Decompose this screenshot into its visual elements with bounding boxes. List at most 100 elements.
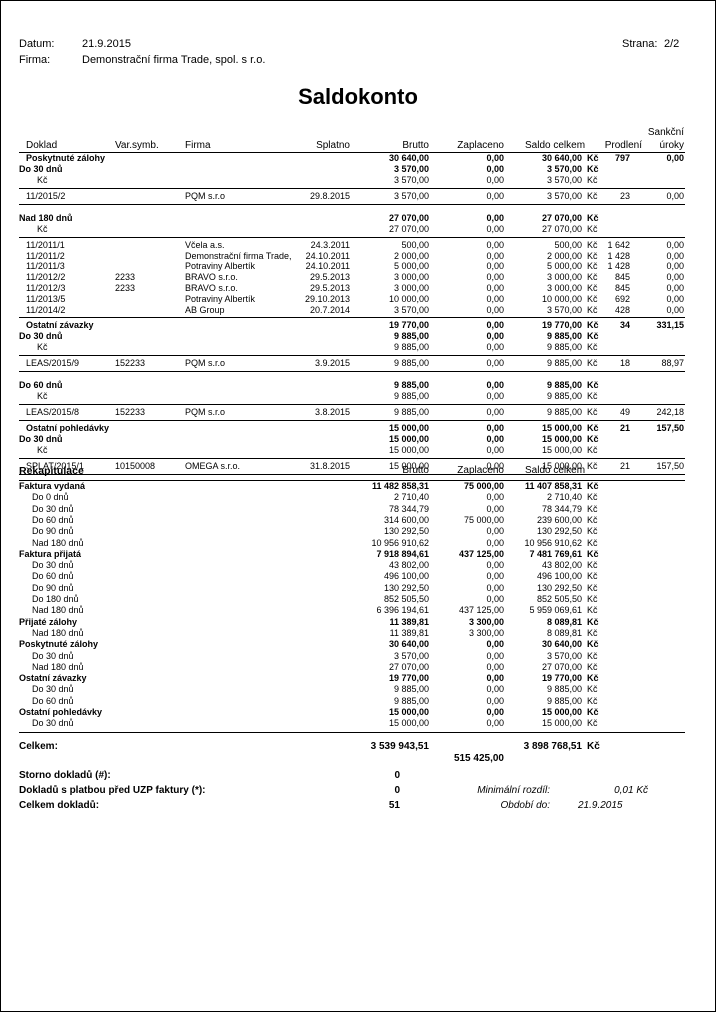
cell-brutto: 15 000,00 — [388, 445, 429, 455]
cell-rlab: Ostatní závazky — [19, 673, 87, 684]
firm-label: Firma: — [19, 54, 51, 66]
cell-doc: 11/2012/3 — [26, 283, 66, 293]
cell-brutto: 9 885,00 — [393, 391, 429, 402]
cell-brutto: 3 000,00 — [393, 272, 429, 283]
cell-sank: 0,00 — [666, 283, 684, 293]
cell-brutto: 27 070,00 — [388, 223, 429, 234]
cell-kc: Kč — [587, 695, 598, 706]
cell-spl: 24.10.2011 — [305, 261, 350, 272]
cell-zap: 0,00 — [486, 380, 504, 391]
cell-prod: 797 — [614, 153, 630, 163]
cell-rsub: Do 90 dnů — [32, 526, 74, 537]
count-value: 51 — [388, 800, 400, 811]
cell-brutto: 7 918 894,61 — [376, 548, 429, 559]
cell-brutto: 9 885,00 — [393, 331, 429, 342]
cell-brutto: 2 000,00 — [393, 250, 429, 261]
cur-row: Kč 3 570,00 0,00 3 570,00 Kč — [0, 175, 716, 186]
recap-sub-row: Do 30 dnů 9 885,00 0,00 9 885,00 Kč — [0, 684, 716, 695]
recap-main-row: Poskytnuté zálohy 30 640,00 0,00 30 640,00 K… — [0, 639, 716, 650]
cell-kc: Kč — [587, 684, 598, 695]
cell-saldo: 9 885,00 — [546, 407, 582, 418]
cell-brutto: 15 000,00 — [388, 707, 429, 717]
cell-saldo: 15 000,00 — [541, 461, 582, 471]
cell-kc: Kč — [587, 380, 599, 391]
cell-saldo: 3 000,00 — [546, 283, 582, 293]
row-separator — [19, 355, 685, 357]
cell-zap: 0,00 — [486, 718, 504, 729]
cell-saldo: 30 640,00 — [541, 153, 582, 163]
cell-saldo: 19 770,00 — [541, 320, 582, 331]
document-row: SPLAT/2015/1 10150008 OMEGA s.r.o. 31.8.201… — [0, 461, 716, 472]
cell-brutto: 15 000,00 — [388, 718, 429, 729]
cell-saldo: 15 000,00 — [541, 445, 582, 455]
cell-doc: 11/2014/2 — [26, 304, 66, 315]
cell-zap: 75 000,00 — [463, 514, 504, 525]
cell-zap: 0,00 — [486, 707, 504, 717]
cell-zap: 0,00 — [486, 153, 504, 163]
cell-saldo: 9 885,00 — [546, 358, 582, 369]
cell-rlab: Poskytnuté zálohy — [19, 639, 99, 650]
recap-sub-row: Do 60 dnů 314 600,00 75 000,00 239 600,00 Kč — [0, 515, 716, 526]
cell-brutto: 9 885,00 — [393, 380, 429, 391]
total-zaplaceno: 515 425,00 — [453, 753, 504, 764]
cell-bucket: Do 30 dnů — [19, 164, 63, 174]
cell-kc: Kč — [587, 492, 598, 503]
cell-rsub: Do 60 dnů — [32, 571, 74, 582]
cell-doc: Poskytnuté zálohy — [26, 153, 106, 163]
recap-sub-row: Nad 180 dnů 11 389,81 3 300,00 8 089,81 Kč — [0, 628, 716, 639]
bucket-row: Do 30 dnů 3 570,00 0,00 3 570,00 Kč — [0, 164, 716, 175]
cell-firma: Potraviny Albertík — [185, 293, 256, 304]
cell-var: 152233 — [115, 407, 146, 418]
cell-prod: 845 — [614, 283, 630, 293]
cell-cur: Kč — [37, 175, 48, 185]
cell-zap: 437 125,00 — [458, 605, 504, 616]
recap-sub-row: Do 30 dnů 3 570,00 0,00 3 570,00 Kč — [0, 651, 716, 662]
cell-saldo: 2 710,40 — [546, 492, 582, 503]
cell-brutto: 30 640,00 — [388, 639, 429, 650]
cell-prod: 1 642 — [607, 239, 630, 250]
cell-saldo: 3 570,00 — [546, 304, 582, 315]
cell-kc: Kč — [587, 514, 598, 525]
group-row: Ostatní závazky 19 770,00 0,00 19 770,00 Kč 3… — [0, 320, 716, 331]
cell-brutto: 130 292,50 — [383, 526, 429, 537]
date-label: Datum: — [19, 38, 55, 50]
cell-zap: 0,00 — [486, 164, 504, 174]
uzp-label: Dokladů s platbou před UZP faktury (*): — [19, 785, 206, 796]
cell-saldo: 27 070,00 — [541, 223, 582, 234]
cell-firma: BRAVO s.r.o. — [185, 283, 238, 293]
cell-kc: Kč — [587, 423, 599, 433]
cur-row: Kč 27 070,00 0,00 27 070,00 Kč — [0, 224, 716, 235]
cell-zap: 0,00 — [486, 492, 504, 503]
cell-kc: Kč — [587, 239, 598, 250]
cell-prod: 49 — [619, 407, 630, 418]
cell-kc: Kč — [587, 639, 599, 650]
cell-cur: Kč — [37, 223, 48, 234]
cell-zap: 0,00 — [486, 434, 504, 444]
min-diff-label: Minimální rozdíl: — [477, 785, 550, 796]
recap-sub-row: Do 90 dnů 130 292,50 0,00 130 292,50 Kč — [0, 526, 716, 537]
cell-saldo: 3 570,00 — [546, 175, 582, 185]
date-value: 21.9.2015 — [82, 38, 131, 50]
cell-zap: 0,00 — [486, 461, 504, 471]
recap-sub-row: Do 30 dnů 15 000,00 0,00 15 000,00 Kč — [0, 718, 716, 729]
cell-saldo: 8 089,81 — [546, 616, 582, 627]
bucket-row: Do 30 dnů 15 000,00 0,00 15 000,00 Kč — [0, 434, 716, 445]
cell-spl: 3.9.2015 — [314, 358, 350, 369]
cell-brutto: 15 000,00 — [388, 461, 429, 471]
cell-kc: Kč — [587, 481, 599, 491]
cell-brutto: 496 100,00 — [383, 571, 429, 582]
cell-saldo: 10 956 910,62 — [524, 537, 582, 548]
cell-var: 2233 — [115, 272, 136, 283]
row-separator — [19, 203, 685, 205]
group-row: Poskytnuté zálohy 30 640,00 0,00 30 640,00 K… — [0, 153, 716, 164]
cell-bucket: Do 60 dnů — [19, 380, 63, 391]
cell-sank: 0,00 — [666, 239, 684, 250]
cell-zap: 0,00 — [486, 304, 504, 315]
cell-kc: Kč — [587, 304, 598, 315]
cell-rsub: Do 30 dnů — [32, 650, 74, 661]
cell-sank: 242,18 — [656, 407, 684, 418]
cell-firma: PQM s.r.o — [185, 358, 226, 369]
cell-sank: 157,50 — [656, 461, 684, 471]
cell-firma: AB Group — [185, 304, 225, 315]
cell-spl: 31.8.2015 — [309, 461, 350, 471]
